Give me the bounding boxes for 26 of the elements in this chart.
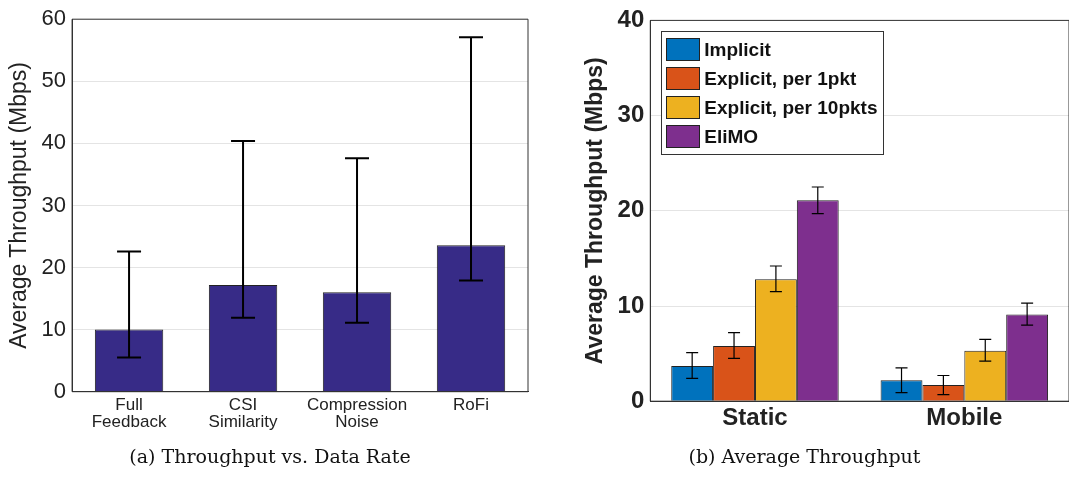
y-tick-label: 60 bbox=[41, 5, 67, 31]
y-tick-label: 30 bbox=[617, 100, 645, 128]
y-tick-label: 10 bbox=[41, 315, 67, 341]
y-tick-label: 40 bbox=[617, 5, 645, 33]
x-tick-label: Mobile bbox=[926, 403, 1003, 431]
text: (a) Throughput vs. Data Rate bbox=[128, 445, 412, 467]
y-tick-label: 50 bbox=[41, 67, 67, 93]
y-tick-label: 20 bbox=[617, 195, 645, 223]
legend-label: Implicit bbox=[704, 38, 771, 61]
text: (b) Average Throughput bbox=[687, 445, 922, 467]
y-tick-label: 20 bbox=[41, 253, 67, 279]
x-tick-label: RoFi bbox=[453, 395, 489, 415]
y-tick-label: 0 bbox=[53, 377, 67, 403]
y-tick-label: 40 bbox=[41, 129, 67, 155]
legend-label: EliMO bbox=[704, 125, 759, 148]
x-tick-label: Full Feedback bbox=[91, 395, 167, 431]
y-tick-label: 0 bbox=[630, 385, 645, 413]
y-tick-label: 30 bbox=[41, 191, 67, 217]
y-axis-title: Average Throughput (Mbps) bbox=[5, 62, 32, 349]
legend-label: Explicit, per 1pkt bbox=[704, 67, 857, 90]
x-tick-label: Compression Noise bbox=[306, 395, 408, 431]
x-tick-label: Static bbox=[722, 403, 788, 431]
x-tick-label: CSI Similarity bbox=[208, 395, 279, 431]
y-tick-label: 10 bbox=[617, 290, 645, 318]
y-axis-title: Average Throughput (Mbps) bbox=[581, 57, 608, 365]
legend-label: Explicit, per 10pkts bbox=[704, 96, 878, 119]
